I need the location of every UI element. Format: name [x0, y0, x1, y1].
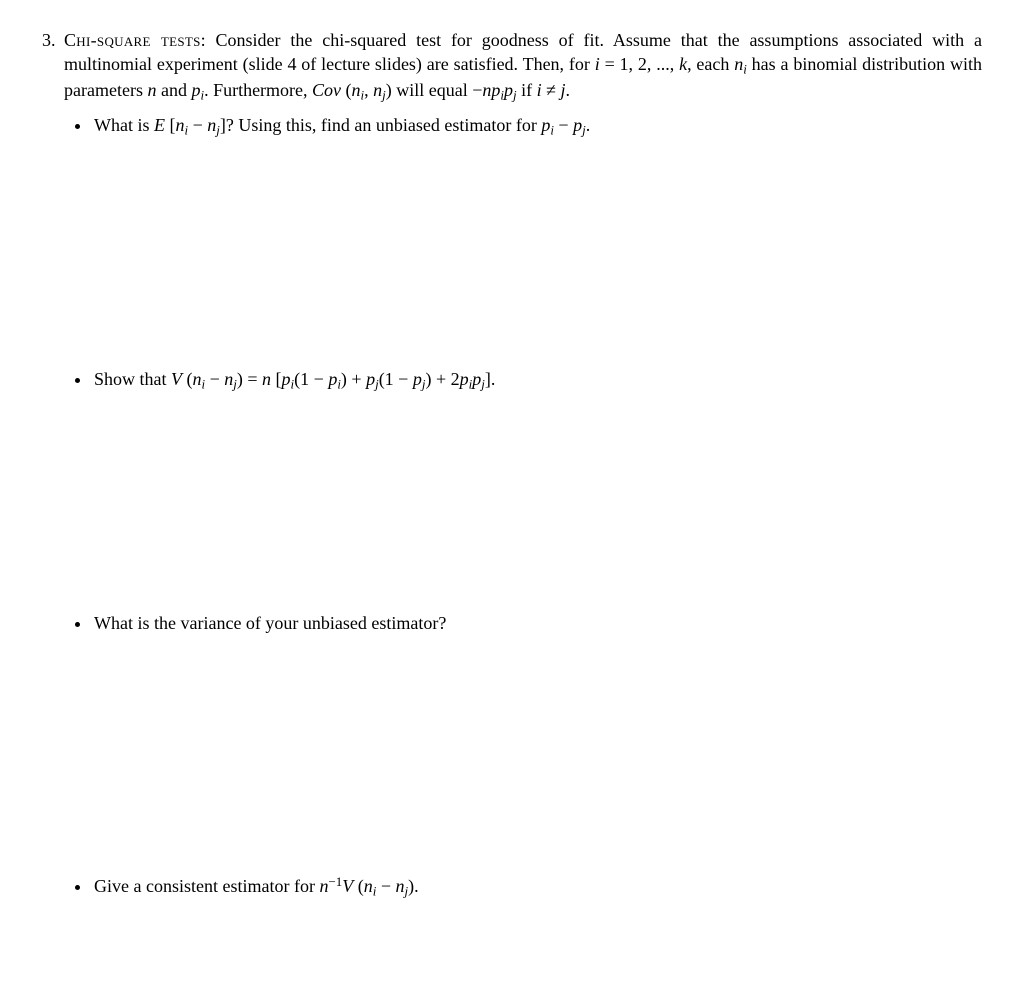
problem-bullets: What is the variance of your unbiased es… [64, 611, 982, 635]
problem-bullets: What is E [ni − nj]? Using this, find an… [64, 113, 982, 139]
problem-intro: Chi-square tests: Consider the chi-squar… [64, 28, 982, 105]
bullet-item: Show that V (ni − nj) = n [pi(1 − pi) + … [92, 367, 982, 393]
problem-3: 3. Chi-square tests: Consider the chi-sq… [42, 28, 982, 900]
bullet-item: Give a consistent estimator for n−1V (ni… [92, 873, 982, 900]
answer-space [64, 139, 982, 359]
bullet-item: What is the variance of your unbiased es… [92, 611, 982, 635]
answer-space [64, 393, 982, 603]
answer-space [64, 635, 982, 865]
problem-number: 3. [42, 28, 64, 900]
problem-bullets: Give a consistent estimator for n−1V (ni… [64, 873, 982, 900]
page-content: 3. Chi-square tests: Consider the chi-sq… [0, 0, 1024, 928]
problem-title: Chi-square tests [64, 30, 201, 50]
bullet-item: What is E [ni − nj]? Using this, find an… [92, 113, 982, 139]
problem-bullets: Show that V (ni − nj) = n [pi(1 − pi) + … [64, 367, 982, 393]
problem-body: Chi-square tests: Consider the chi-squar… [64, 28, 982, 900]
title-colon: : [201, 30, 216, 50]
